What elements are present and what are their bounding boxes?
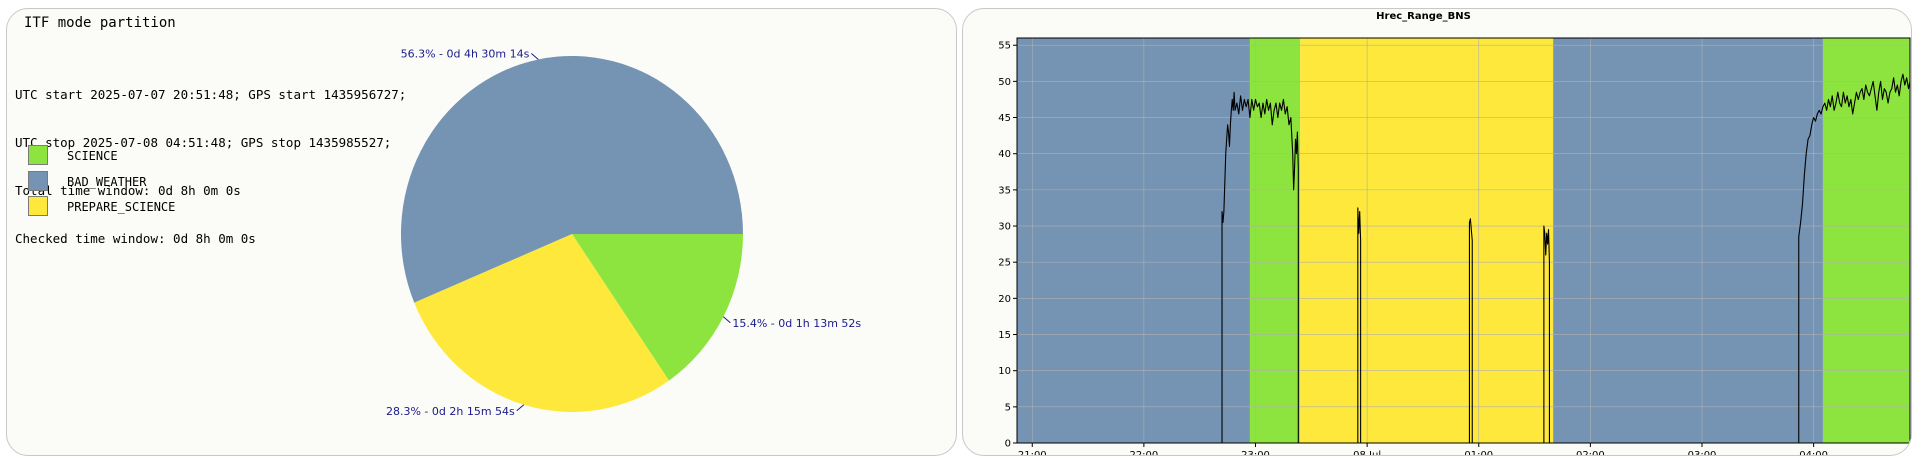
legend-swatch — [28, 170, 48, 191]
time-window-info: UTC start 2025-07-07 20:51:48; GPS start… — [15, 55, 406, 279]
pie-slice-science — [572, 234, 743, 381]
x-tick-label: 21:00 — [1018, 450, 1047, 456]
checked-time-window-line: Checked time window: 0d 8h 0m 0s — [15, 231, 256, 246]
pie-leader-line — [531, 53, 539, 60]
y-tick-label: 25 — [998, 258, 1011, 269]
legend-label: PREPARE_SCIENCE — [67, 200, 176, 214]
pie-label-science: 15.4% - 0d 1h 13m 52s — [732, 317, 861, 330]
plot-frame — [1016, 37, 1911, 444]
mode-band-bad-weather — [1017, 38, 1250, 443]
mode-band-prepare-science — [1300, 38, 1554, 443]
hrec-range-panel: 0 5 10 15 20 25 30 35 40 45 50 55 21:00 22:00 23:00 08 … — [962, 8, 1912, 456]
y-tick-label: 5 — [1005, 402, 1011, 413]
pie-slice-bad-weather — [400, 56, 743, 303]
x-tick-label: 02:00 — [1576, 450, 1605, 456]
y-tick-label: 20 — [998, 294, 1011, 305]
line-chart: 0 5 10 15 20 25 30 35 40 45 50 55 21:00 22:00 23:00 08 … — [998, 11, 1911, 456]
y-tick-label: 50 — [998, 77, 1011, 88]
mode-partition-panel: ITF mode partition UTC start 2025-07-07 … — [6, 8, 957, 456]
x-tick-label: 01:00 — [1464, 450, 1493, 456]
x-tick-label: 04:00 — [1799, 450, 1828, 456]
y-tick-label: 0 — [1005, 439, 1011, 450]
legend-label: BAD_WEATHER — [67, 174, 147, 189]
y-tick-label: 35 — [998, 185, 1011, 196]
y-tick-label: 55 — [998, 41, 1011, 52]
mode-band-bad-weather — [1553, 38, 1823, 443]
panel-title: ITF mode partition — [24, 15, 176, 31]
pie-leader-line — [723, 316, 731, 324]
pie-slice-prepare-science — [414, 234, 669, 413]
x-tick-label: 08 Jul — [1353, 450, 1381, 456]
x-tick-label: 23:00 — [1241, 450, 1270, 456]
chart-title: Hrec_Range_BNS — [1376, 11, 1471, 22]
total-time-window-line: Total time window: 0d 8h 0m 0s — [15, 183, 241, 198]
pie-chart: 15.4% - 0d 1h 13m 52s 28.3% - 0d 2h 15m 5… — [386, 47, 861, 418]
series-line — [1221, 73, 1911, 444]
legend-label: SCIENCE — [67, 149, 118, 163]
pie-leader-line — [516, 404, 525, 412]
x-tick-label: 22:00 — [1129, 450, 1158, 456]
legend-swatch — [28, 145, 48, 165]
legend-swatch — [28, 196, 48, 216]
x-tick-label: 03:00 — [1688, 450, 1717, 456]
utc-start-line: UTC start 2025-07-07 20:51:48; GPS start… — [15, 87, 407, 102]
mode-band-science — [1822, 38, 1910, 443]
utc-stop-line: UTC stop 2025-07-08 04:51:48; GPS stop 1… — [15, 135, 392, 150]
y-tick-label: 40 — [998, 149, 1011, 160]
y-tick-label: 15 — [998, 330, 1011, 341]
y-tick-label: 30 — [998, 222, 1011, 233]
mode-band-science — [1249, 38, 1301, 443]
y-tick-label: 10 — [998, 366, 1011, 377]
y-tick-label: 45 — [998, 113, 1011, 124]
pie-label-prepare-science: 28.3% - 0d 2h 15m 54s — [386, 405, 515, 418]
pie-label-bad-weather: 56.3% - 0d 4h 30m 14s — [401, 47, 530, 60]
